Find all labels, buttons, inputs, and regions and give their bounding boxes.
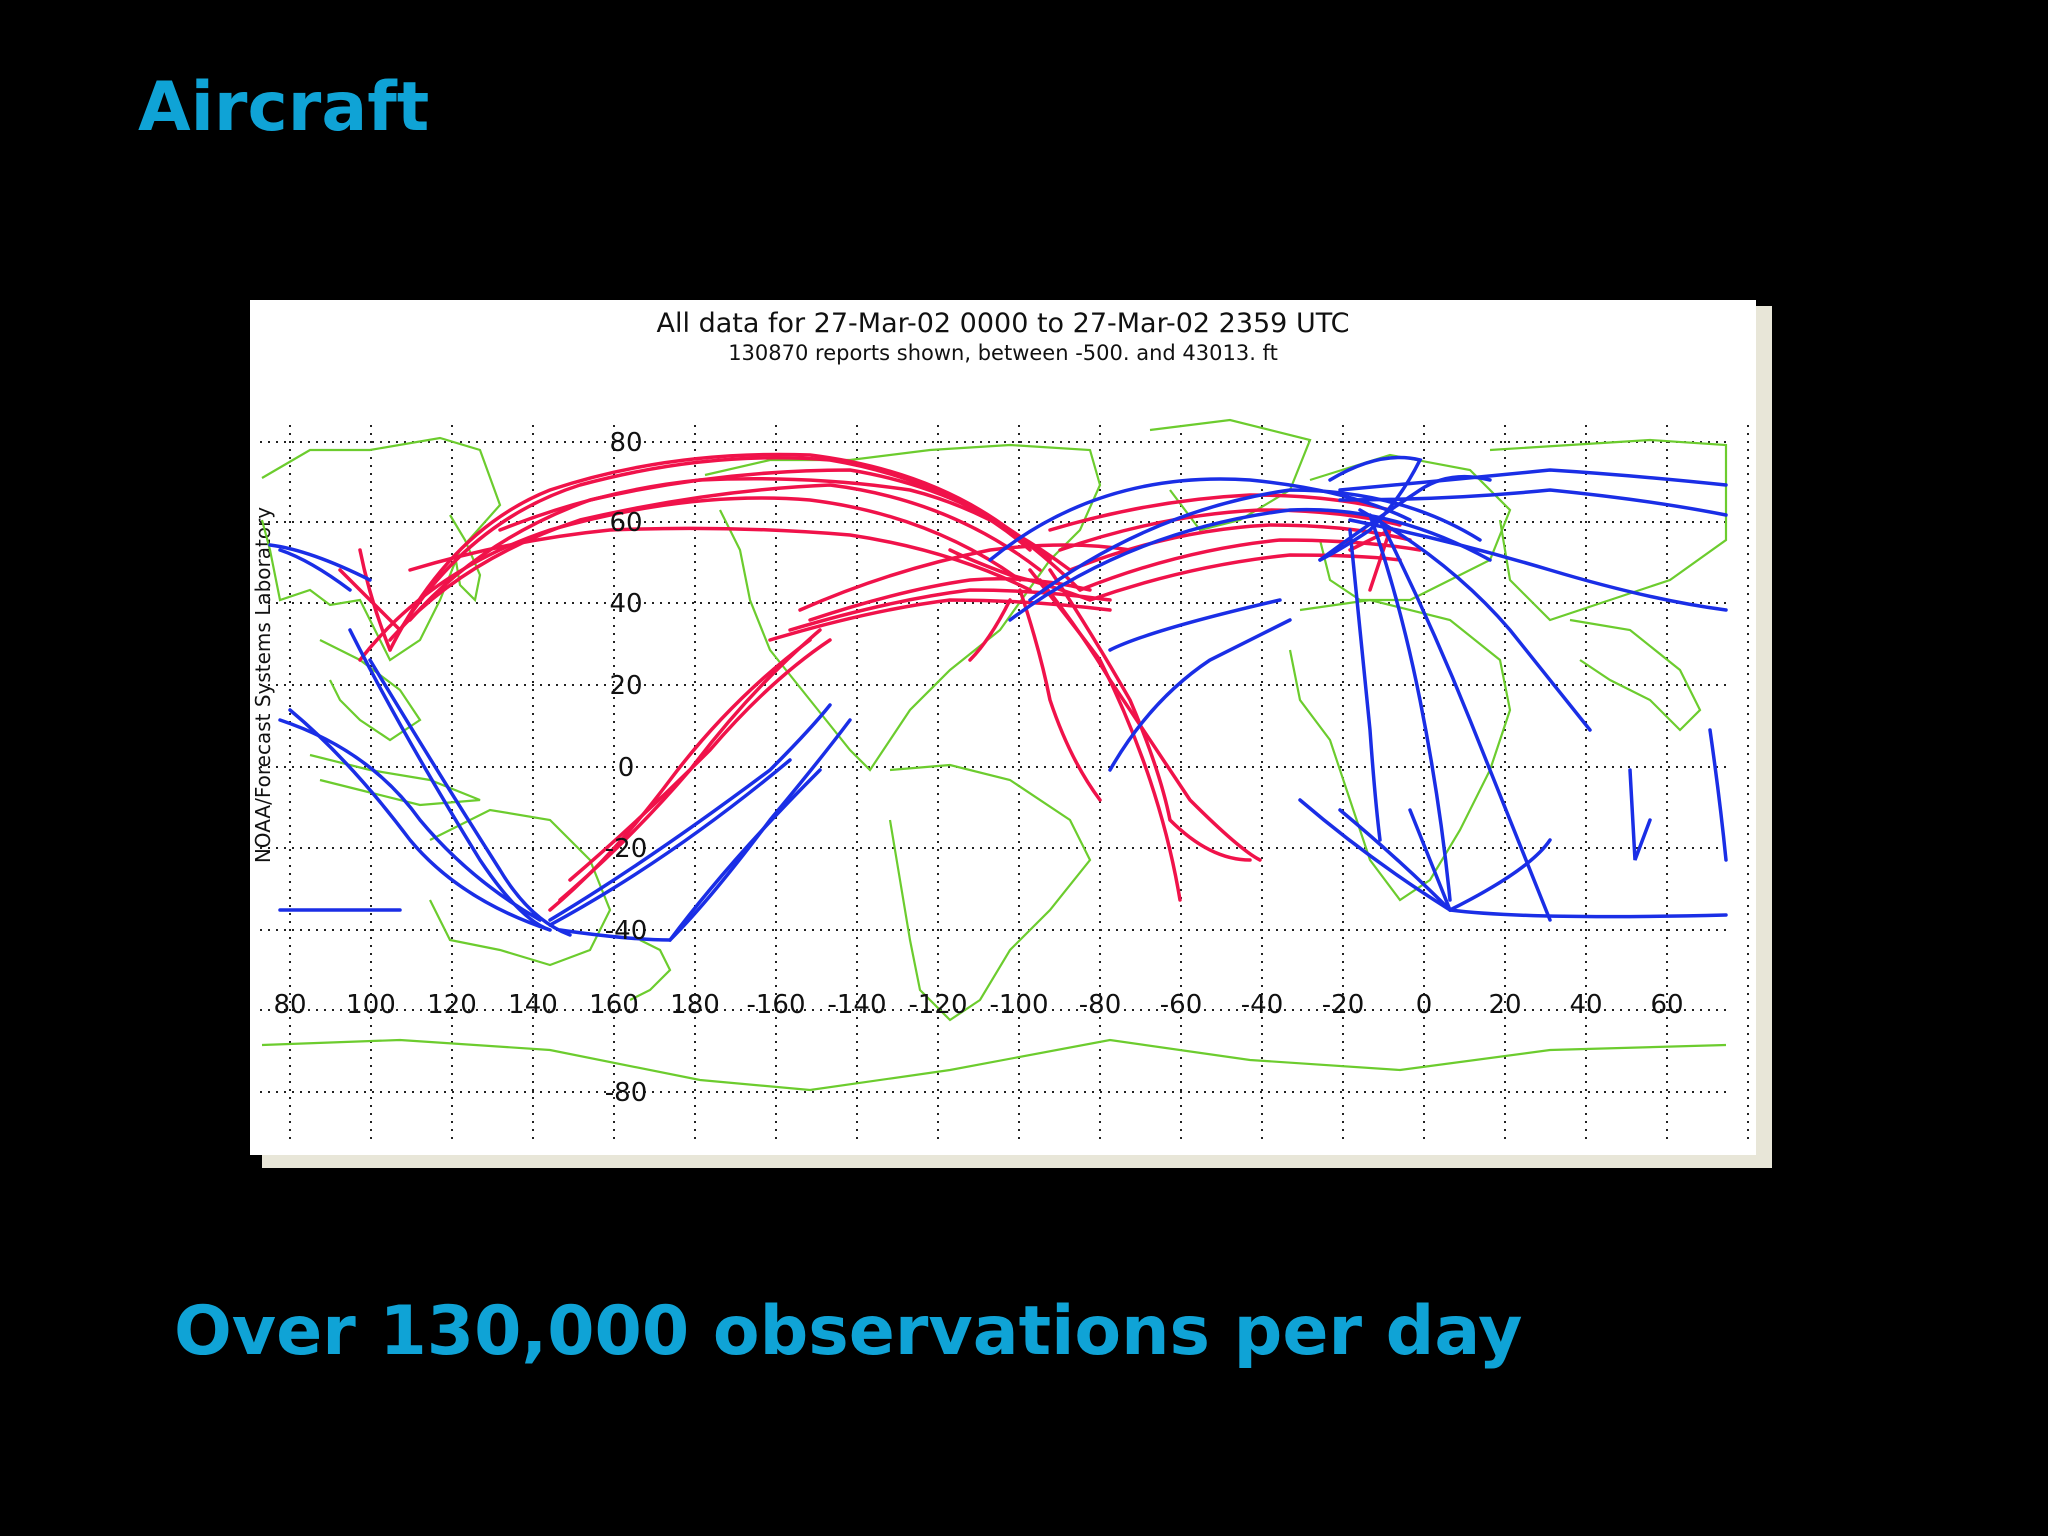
lon-tick-label: -40 [1241, 990, 1283, 1020]
blue-track [1368, 513, 1452, 902]
lon-tick-label: 80 [273, 990, 306, 1020]
blue-track [1028, 488, 1482, 602]
lon-tick-label: 140 [508, 990, 558, 1020]
blue-track [1408, 808, 1452, 912]
lat-tick-label: -40 [605, 916, 647, 946]
north-america-coast [704, 443, 1102, 772]
low-altitude-flight-tracks [268, 455, 1728, 942]
red-track [968, 598, 1012, 662]
lon-tick-label: 40 [1569, 990, 1602, 1020]
red-track [1088, 553, 1402, 602]
red-track [1048, 568, 1252, 862]
australia-coast [429, 808, 612, 967]
south-america-coast [888, 763, 1092, 1022]
red-track [788, 588, 1112, 632]
slide-title: Aircraft [138, 68, 430, 147]
map-header-line2: 130870 reports shown, between -500. and … [728, 341, 1278, 365]
lon-tick-label: 100 [346, 990, 396, 1020]
gridlines [260, 425, 1749, 1145]
map-side-label: NOAA/Forecast Systems Laboratory [251, 507, 275, 863]
red-track [1038, 578, 1262, 862]
lon-tick-label: -80 [1079, 990, 1121, 1020]
high-altitude-flight-tracks [338, 452, 1422, 912]
blue-track [1318, 455, 1423, 562]
blue-track [1358, 508, 1592, 732]
blue-track [1108, 618, 1292, 772]
lon-tick-label: -140 [827, 990, 886, 1020]
blue-track [278, 548, 352, 592]
red-track [568, 638, 832, 882]
blue-track [1318, 474, 1492, 562]
map-canvas: All data for 27-Mar-02 0000 to 27-Mar-02… [251, 308, 1749, 1145]
blue-track [668, 718, 852, 942]
lat-tick-label: 0 [618, 753, 635, 783]
red-track [1028, 568, 1182, 902]
blue-track [1298, 798, 1728, 919]
blue-track [1338, 808, 1452, 912]
lon-tick-label: -120 [908, 990, 967, 1020]
blue-track [1108, 598, 1282, 652]
blue-track [1448, 838, 1552, 912]
red-track [1058, 508, 1402, 552]
blue-track [348, 628, 552, 932]
blue-track [1008, 507, 1492, 622]
red-track [408, 526, 1032, 592]
red-track [398, 456, 1032, 632]
slide-caption: Over 130,000 observations per day [174, 1292, 1523, 1371]
blue-track [268, 543, 372, 582]
lon-tick-label: -20 [1322, 990, 1364, 1020]
lon-tick-label: 180 [670, 990, 720, 1020]
red-track [1078, 538, 1422, 592]
indonesia-islands [309, 753, 481, 807]
blue-track [548, 703, 832, 922]
map-header-line1: All data for 27-Mar-02 0000 to 27-Mar-02… [657, 308, 1350, 339]
lat-tick-label: 20 [609, 671, 642, 701]
lon-tick-label: -100 [989, 990, 1048, 1020]
india-arabia-coast [1569, 618, 1702, 732]
asia-interior-coast [1489, 438, 1728, 622]
red-track [1018, 588, 1102, 802]
lat-tick-label: -20 [605, 834, 647, 864]
eurasia-east-coast [260, 436, 502, 662]
red-track [948, 548, 1092, 602]
lon-tick-label: 60 [1650, 990, 1683, 1020]
lat-tick-label: -80 [605, 1078, 647, 1108]
blue-track [368, 658, 572, 937]
lon-tick-label: 160 [589, 990, 639, 1020]
blue-track [288, 708, 552, 932]
blue-track [1628, 768, 1652, 861]
lat-tick-label: 60 [609, 508, 642, 538]
lon-tick-label: 120 [427, 990, 477, 1020]
blue-track [1378, 518, 1552, 922]
blue-track [988, 477, 1412, 562]
red-track [358, 548, 392, 652]
lat-tick-label: 80 [609, 428, 642, 458]
blue-track [1708, 728, 1728, 862]
red-track [408, 468, 1052, 622]
red-track [388, 483, 1042, 642]
red-track [558, 628, 822, 902]
lon-tick-label: 0 [1416, 990, 1433, 1020]
lon-tick-label: -60 [1160, 990, 1202, 1020]
lon-tick-label: -160 [746, 990, 805, 1020]
tick-labels: 80 100 120 140 160 180 -160 -140 -120 -100 -80 -60 -… [273, 428, 1683, 1108]
red-track [498, 477, 1072, 572]
blue-track [278, 718, 542, 922]
blue-track [1338, 468, 1728, 492]
africa-coast [1288, 598, 1512, 902]
blue-track [548, 758, 792, 927]
red-track [798, 543, 1132, 612]
blue-track [1348, 528, 1382, 842]
antarctica-coast [261, 1038, 1727, 1092]
red-track [338, 568, 402, 632]
europe-coast [1309, 453, 1512, 602]
coastlines [260, 418, 1728, 1092]
flight-data-map: All data for 27-Mar-02 0000 to 27-Mar-02… [250, 300, 1756, 1155]
red-track [358, 496, 1022, 662]
new-zealand-coast [629, 939, 672, 1001]
lat-tick-label: 40 [609, 589, 642, 619]
lon-tick-label: 20 [1488, 990, 1521, 1020]
blue-track [1348, 518, 1728, 612]
